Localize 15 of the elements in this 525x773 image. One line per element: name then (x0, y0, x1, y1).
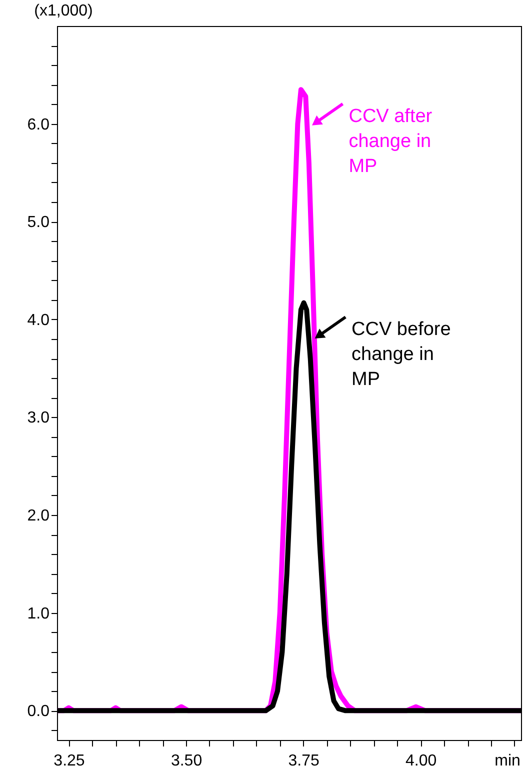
x-tick-label: 3.50 (170, 752, 202, 770)
y-tick-label: 3.0 (27, 410, 50, 427)
x-axis-title: min (494, 752, 520, 770)
legend-label: CCV after change in MP (348, 106, 433, 177)
y-tick-label: 5.0 (27, 214, 50, 232)
x-tick-label: 3.75 (288, 752, 320, 770)
x-tick-label: 4.00 (406, 752, 437, 770)
x-tick-label: 3.25 (54, 752, 85, 770)
y-axis-title: (x1,000) (34, 2, 93, 20)
legend-label: CCV before change in MP (352, 319, 451, 390)
y-tick-label: 2.0 (27, 508, 50, 525)
y-tick-label: 0.0 (27, 703, 50, 720)
y-tick-label: 1.0 (27, 605, 50, 622)
y-tick-label: 6.0 (27, 116, 50, 134)
y-tick-label: 4.0 (27, 312, 50, 329)
